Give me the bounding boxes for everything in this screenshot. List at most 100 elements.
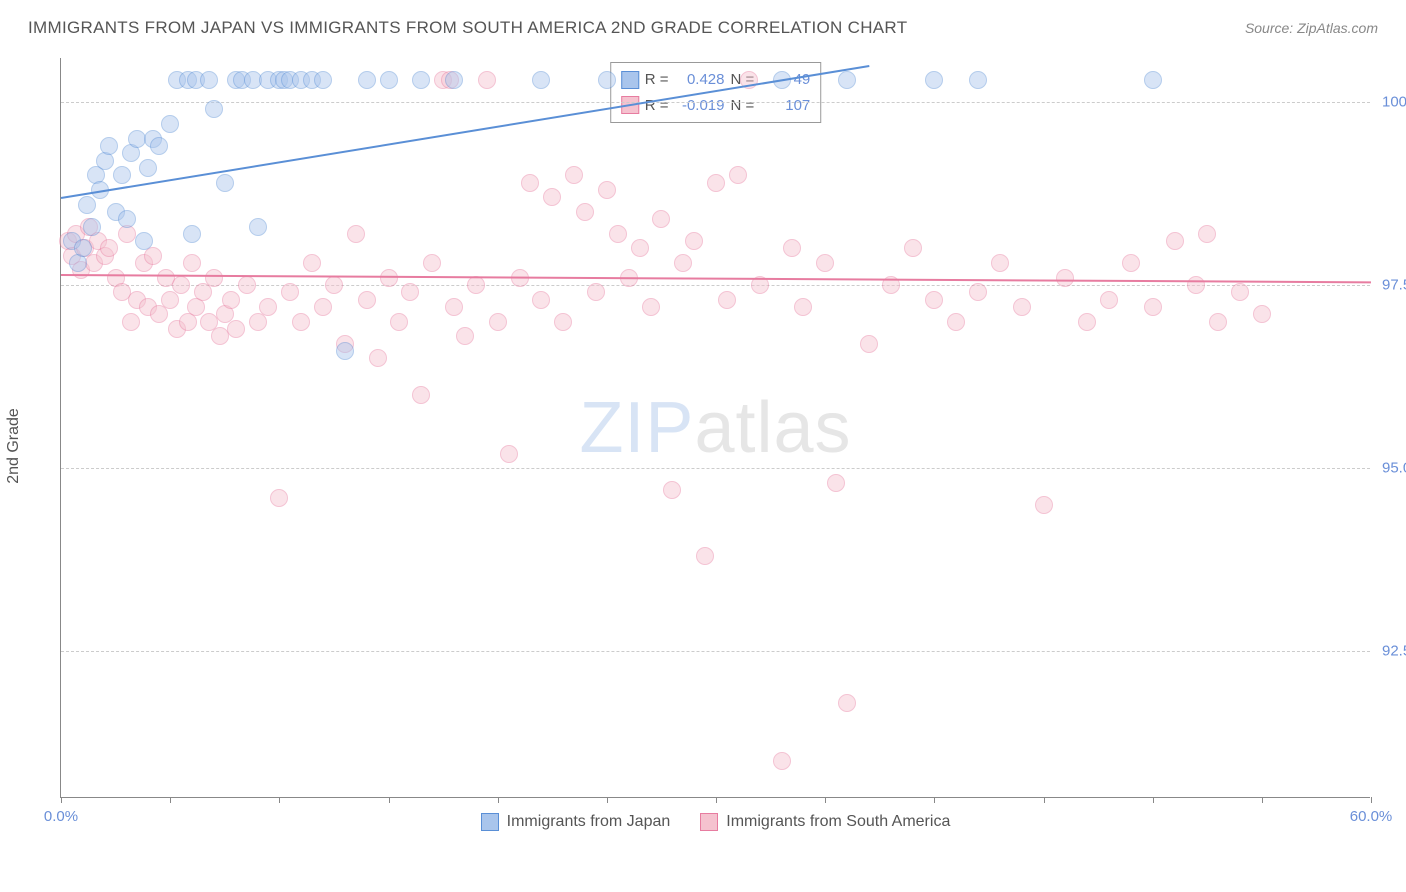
data-point [87,166,105,184]
data-point [281,283,299,301]
data-point [200,71,218,89]
data-point [161,291,179,309]
legend-item-south-america: Immigrants from South America [700,813,950,831]
data-point [139,298,157,316]
legend-item-japan: Immigrants from Japan [481,813,671,831]
data-point [259,298,277,316]
data-point [631,239,649,257]
data-point [347,225,365,243]
correlation-legend: R = 0.428 N = 49 R = -0.019 N = 107 [610,62,822,123]
data-point [1122,254,1140,272]
data-point [390,313,408,331]
data-point [96,247,114,265]
data-point [100,239,118,257]
x-tick-label: 0.0% [44,808,78,825]
x-tick-mark [389,797,390,803]
data-point [1209,313,1227,331]
gridline-h [61,102,1370,103]
data-point [1013,298,1031,316]
data-point [74,239,92,257]
n-value-south-america: 107 [760,93,810,119]
data-point [249,313,267,331]
data-point [718,291,736,309]
data-point [991,254,1009,272]
n-label: N = [731,93,755,119]
data-point [773,752,791,770]
legend-label-south-america: Immigrants from South America [726,813,950,831]
data-point [179,313,197,331]
data-point [445,298,463,316]
x-tick-mark [1262,797,1263,803]
data-point [489,313,507,331]
data-point [200,313,218,331]
source-label: Source: ZipAtlas.com [1245,20,1378,36]
data-point [100,137,118,155]
data-point [1166,232,1184,250]
data-point [336,342,354,360]
r-value-japan: 0.428 [675,67,725,93]
y-tick-label: 95.0% [1374,460,1406,477]
data-point [543,188,561,206]
legend-label-japan: Immigrants from Japan [507,813,671,831]
data-point [1144,71,1162,89]
x-tick-mark [934,797,935,803]
y-tick-label: 100.0% [1374,93,1406,110]
data-point [380,71,398,89]
data-point [222,291,240,309]
data-point [187,71,205,89]
swatch-japan [621,71,639,89]
data-point [303,254,321,272]
data-point [358,71,376,89]
data-point [947,313,965,331]
gridline-h [61,285,1370,286]
data-point [1253,305,1271,323]
data-point [369,349,387,367]
data-point [161,115,179,133]
data-point [216,305,234,323]
data-point [860,335,878,353]
gridline-h [61,468,1370,469]
r-label: R = [645,93,669,119]
data-point [587,283,605,301]
data-point [135,254,153,272]
data-point [67,225,85,243]
data-point [441,71,459,89]
data-point [696,547,714,565]
data-point [1100,291,1118,309]
data-point [925,71,943,89]
data-point [118,210,136,228]
data-point [183,225,201,243]
data-point [838,71,856,89]
data-point [827,474,845,492]
data-point [685,232,703,250]
data-point [281,71,299,89]
data-point [211,327,229,345]
data-point [187,298,205,316]
y-tick-label: 92.5% [1374,643,1406,660]
data-point [576,203,594,221]
legend-row-south-america: R = -0.019 N = 107 [621,93,811,119]
data-point [1035,496,1053,514]
title-bar: IMMIGRANTS FROM JAPAN VS IMMIGRANTS FROM… [28,18,1378,38]
data-point [1144,298,1162,316]
x-tick-mark [716,797,717,803]
data-point [565,166,583,184]
data-point [521,174,539,192]
data-point [652,210,670,228]
data-point [139,159,157,177]
data-point [794,298,812,316]
data-point [314,71,332,89]
data-point [63,232,81,250]
swatch-japan-bottom [481,813,499,831]
data-point [183,254,201,272]
data-point [128,291,146,309]
data-point [118,225,136,243]
data-point [227,320,245,338]
watermark-atlas: atlas [694,388,851,468]
data-point [478,71,496,89]
data-point [314,298,332,316]
data-point [1198,225,1216,243]
data-point [59,232,77,250]
data-point [904,239,922,257]
data-point [83,218,101,236]
